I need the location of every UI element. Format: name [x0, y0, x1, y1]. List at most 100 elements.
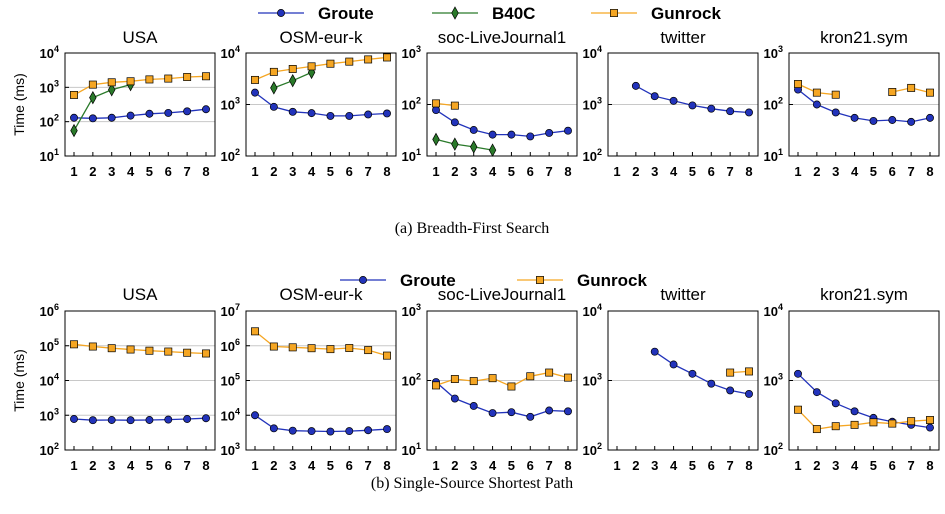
x-tick-label: 8 — [383, 164, 390, 179]
y-tick-label: 103 — [764, 44, 783, 61]
data-point — [307, 109, 316, 118]
data-point — [812, 88, 821, 97]
legend-label: Gunrock — [577, 271, 647, 290]
x-tick-label: 8 — [202, 458, 209, 473]
x-tick-label: 7 — [365, 164, 372, 179]
data-point — [745, 367, 753, 376]
data-point — [564, 407, 572, 416]
data-point — [432, 99, 440, 108]
y-tick-label: 106 — [40, 302, 59, 319]
data-point — [869, 418, 878, 427]
x-tick-label: 3 — [470, 458, 477, 473]
x-tick-label: 3 — [108, 164, 115, 179]
y-tick-label: 102 — [402, 372, 421, 389]
data-point — [564, 373, 572, 382]
x-tick-label: 7 — [365, 458, 372, 473]
data-point — [631, 81, 640, 90]
data-point — [164, 415, 173, 424]
y-tick-label: 102 — [40, 441, 59, 458]
data-point — [469, 377, 478, 386]
data-point — [126, 77, 135, 86]
data-point — [794, 369, 802, 378]
series-groute — [251, 88, 391, 120]
series-gunrock — [70, 72, 210, 99]
data-point — [202, 105, 210, 114]
data-point — [888, 116, 897, 124]
x-tick-label: 5 — [870, 458, 877, 473]
x-tick-label: 6 — [165, 458, 172, 473]
x-tick-label: 8 — [926, 164, 933, 179]
x-tick-label: 2 — [632, 458, 639, 473]
data-point — [526, 372, 535, 381]
data-point — [164, 108, 173, 117]
data-point — [545, 406, 554, 415]
x-tick-label: 1 — [794, 458, 801, 473]
x-tick-label: 3 — [832, 458, 839, 473]
panel-osm-eur-k: OSM-eur-k 102 103 104 1 2 3 4 5 6 7 8 — [221, 28, 397, 179]
data-point — [526, 132, 535, 141]
data-point — [364, 55, 373, 64]
legend-item-groute: Groute — [340, 271, 456, 290]
y-tick-label: 105 — [221, 372, 240, 389]
legend-item-gunrock: Gunrock — [517, 271, 647, 290]
panel-osm-eur-k: OSM-eur-k 103 104 105 106 107 1 2 3 4 5 6 7 8 — [221, 285, 397, 473]
data-point — [269, 102, 278, 111]
y-tick-label: 102 — [764, 441, 783, 458]
plot-frame — [64, 52, 216, 157]
legend-marker — [536, 276, 544, 284]
x-tick-label: 4 — [851, 458, 859, 473]
x-tick-label: 6 — [708, 458, 715, 473]
x-tick-label: 3 — [651, 164, 658, 179]
data-point — [812, 100, 821, 109]
series-groute — [70, 414, 210, 425]
x-tick-label: 8 — [202, 164, 209, 179]
data-point — [288, 426, 297, 435]
y-tick-label: 102 — [583, 147, 602, 164]
y-axis-label: Time (ms) — [11, 73, 27, 135]
data-point — [650, 347, 659, 356]
series-gunrock — [794, 80, 934, 99]
legend-marker — [359, 276, 367, 284]
y-tick-label: 102 — [221, 147, 240, 164]
panel-title: kron21.sym — [820, 28, 908, 47]
x-tick-label: 1 — [70, 458, 77, 473]
x-tick-label: 3 — [289, 458, 296, 473]
data-point — [70, 415, 78, 423]
x-tick-label: 2 — [451, 458, 458, 473]
data-point — [383, 109, 391, 118]
panel-title: twitter — [660, 285, 706, 304]
x-tick-label: 7 — [727, 458, 734, 473]
data-point — [251, 411, 259, 420]
x-tick-label: 7 — [546, 164, 553, 179]
data-point — [688, 369, 697, 378]
data-point — [345, 427, 354, 436]
data-point — [107, 113, 116, 122]
x-tick-label: 8 — [745, 458, 752, 473]
legend-marker — [451, 6, 459, 20]
data-point — [488, 130, 497, 139]
x-tick-label: 1 — [251, 164, 258, 179]
y-tick-label: 103 — [221, 96, 240, 113]
data-point — [364, 426, 373, 435]
panel-title: kron21.sym — [820, 285, 908, 304]
data-point — [383, 425, 391, 434]
x-tick-label: 6 — [527, 458, 534, 473]
data-point — [726, 386, 735, 395]
series-b40c — [432, 132, 497, 157]
data-point — [745, 108, 753, 117]
data-point — [383, 351, 391, 360]
series-groute — [432, 378, 572, 421]
data-point — [907, 117, 916, 126]
data-point — [88, 416, 97, 425]
data-point — [326, 427, 335, 436]
x-tick-label: 3 — [289, 164, 296, 179]
panel-title: twitter — [660, 28, 706, 47]
x-tick-label: 4 — [670, 164, 678, 179]
x-tick-label: 7 — [908, 458, 915, 473]
data-point — [164, 74, 173, 83]
x-tick-label: 2 — [632, 164, 639, 179]
data-point — [850, 420, 859, 429]
x-tick-label: 2 — [813, 458, 820, 473]
data-point — [831, 422, 840, 431]
